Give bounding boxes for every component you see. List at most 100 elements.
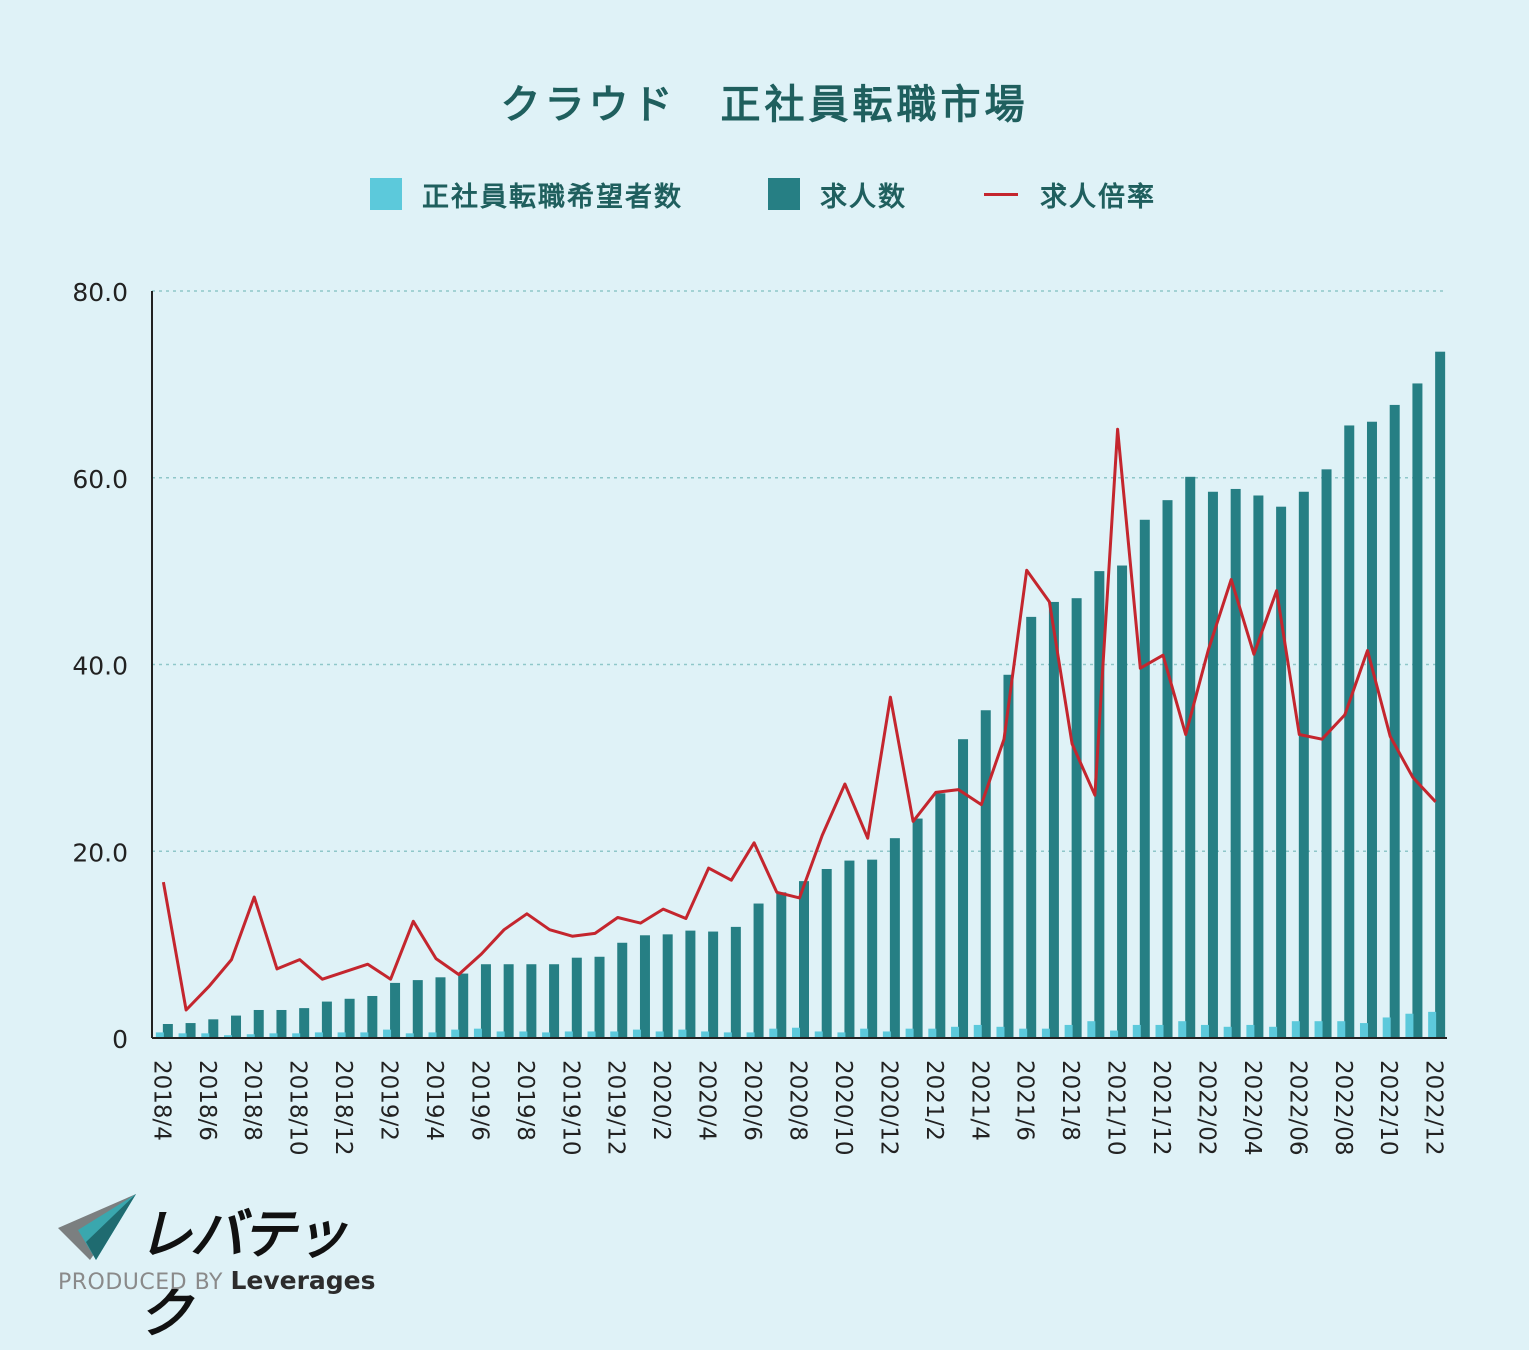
bar-jobs	[435, 977, 446, 1038]
produced-by-text: PRODUCED BY	[58, 1270, 223, 1295]
bar-jobs	[231, 1015, 242, 1038]
x-tick-label: 2020/4	[694, 1060, 720, 1141]
bar-jobs	[321, 1001, 332, 1038]
bar-seekers	[1178, 1021, 1187, 1038]
bar-jobs	[708, 931, 719, 1038]
bar-seekers	[860, 1028, 869, 1038]
bar-jobs	[1344, 425, 1355, 1039]
bar-seekers	[814, 1031, 823, 1038]
bar-seekers	[882, 1031, 891, 1038]
bar-seekers	[1291, 1021, 1300, 1038]
bar-jobs	[1207, 491, 1218, 1039]
bar-jobs	[1366, 421, 1377, 1039]
bar-jobs	[571, 957, 582, 1038]
bar-seekers	[383, 1029, 392, 1038]
bar-jobs	[390, 982, 401, 1038]
bar-jobs	[526, 964, 537, 1038]
x-tick-label: 2021/10	[1103, 1060, 1129, 1156]
bar-jobs	[776, 892, 787, 1038]
ratio-line	[161, 427, 1437, 1012]
company-name: Leverages	[230, 1266, 376, 1295]
bar-seekers	[1269, 1026, 1278, 1038]
bar-seekers	[1200, 1024, 1209, 1038]
bar-jobs	[1276, 506, 1287, 1038]
bar-seekers	[1246, 1024, 1255, 1038]
x-tick-label: 2018/6	[194, 1060, 220, 1141]
bar-seekers	[314, 1032, 323, 1038]
bar-jobs	[549, 964, 560, 1038]
bar-jobs	[821, 868, 832, 1038]
grid-lines	[152, 290, 1447, 852]
bar-seekers	[769, 1028, 778, 1038]
bar-jobs	[412, 980, 423, 1038]
x-tick-label: 2022/02	[1193, 1060, 1219, 1156]
bar-jobs	[1026, 616, 1037, 1038]
bar-seekers	[610, 1031, 619, 1038]
bar-jobs	[1003, 674, 1014, 1038]
bar-seekers	[746, 1032, 755, 1038]
legend-item-jobs: 求人数	[768, 172, 907, 216]
bar-jobs	[480, 964, 491, 1038]
bar-seekers	[1223, 1026, 1232, 1038]
legend-item-seekers: 正社員転職希望者数	[370, 172, 683, 216]
bar-seekers	[1132, 1024, 1141, 1038]
bar-jobs	[299, 1008, 310, 1038]
x-axis-ticks: 2018/4 2018/6 2018/8 2018/10 2018/12 2019/2 20…	[148, 1060, 1446, 1156]
bar-seekers	[655, 1031, 664, 1038]
bar-seekers	[996, 1026, 1005, 1038]
x-tick-label: 2021/4	[966, 1060, 992, 1141]
bar-jobs	[980, 710, 991, 1038]
levtech-logo: レバテック PRODUCED BY Leverages	[56, 1186, 396, 1345]
legend-item-ratio: 求人倍率	[984, 172, 1156, 216]
bar-seekers	[1064, 1024, 1073, 1038]
x-tick-label: 2022/08	[1330, 1060, 1356, 1156]
bar-jobs	[594, 956, 605, 1038]
bar-jobs	[1185, 476, 1196, 1038]
bar-seekers	[201, 1033, 210, 1038]
bar-jobs	[1139, 519, 1150, 1038]
x-tick-label: 2020/10	[830, 1060, 856, 1156]
bar-jobs	[208, 1019, 219, 1038]
bar-jobs	[1117, 565, 1128, 1038]
bar-seekers	[1359, 1023, 1368, 1038]
bar-jobs	[1094, 571, 1105, 1038]
x-tick-label: 2018/4	[148, 1060, 174, 1141]
bar-seekers	[292, 1033, 301, 1038]
bar-jobs	[1389, 404, 1400, 1039]
bar-jobs	[912, 818, 923, 1038]
bar-jobs	[1298, 491, 1309, 1039]
logo-wordmark: レバテック	[138, 1203, 348, 1345]
legend-label-seekers: 正社員転職希望者数	[422, 181, 683, 213]
bar-seekers	[224, 1035, 233, 1038]
bar-jobs	[958, 739, 969, 1038]
bar-jobs	[753, 903, 764, 1038]
bar-jobs	[367, 995, 378, 1038]
bar-seekers	[632, 1029, 641, 1038]
bar-seekers	[246, 1034, 255, 1038]
x-tick-label: 2020/8	[785, 1060, 811, 1141]
x-tick-label: 2022/06	[1284, 1060, 1310, 1156]
bar-seekers	[337, 1032, 346, 1038]
x-tick-label: 2020/2	[648, 1060, 674, 1141]
bar-seekers	[837, 1032, 846, 1038]
bar-jobs	[844, 860, 855, 1038]
legend-label-jobs: 求人数	[820, 181, 907, 213]
legend-swatch-seekers	[370, 178, 402, 210]
y-tick-label: 40.0	[72, 652, 128, 681]
bar-seekers	[564, 1031, 573, 1038]
logo-mark-dark	[86, 1194, 136, 1260]
axes	[151, 291, 1447, 1039]
bar-seekers	[451, 1029, 460, 1038]
bar-jobs	[867, 859, 878, 1038]
y-tick-label: 60.0	[72, 465, 128, 494]
bar-seekers	[1087, 1021, 1096, 1038]
bar-jobs	[1071, 598, 1082, 1038]
legend-label-ratio: 求人倍率	[1040, 181, 1156, 213]
bar-seekers	[1019, 1028, 1028, 1038]
x-tick-label: 2022/12	[1421, 1060, 1447, 1156]
x-tick-label: 2020/12	[875, 1060, 901, 1156]
bar-jobs	[889, 838, 900, 1038]
bar-jobs	[617, 942, 628, 1038]
x-tick-label: 2019/12	[603, 1060, 629, 1156]
